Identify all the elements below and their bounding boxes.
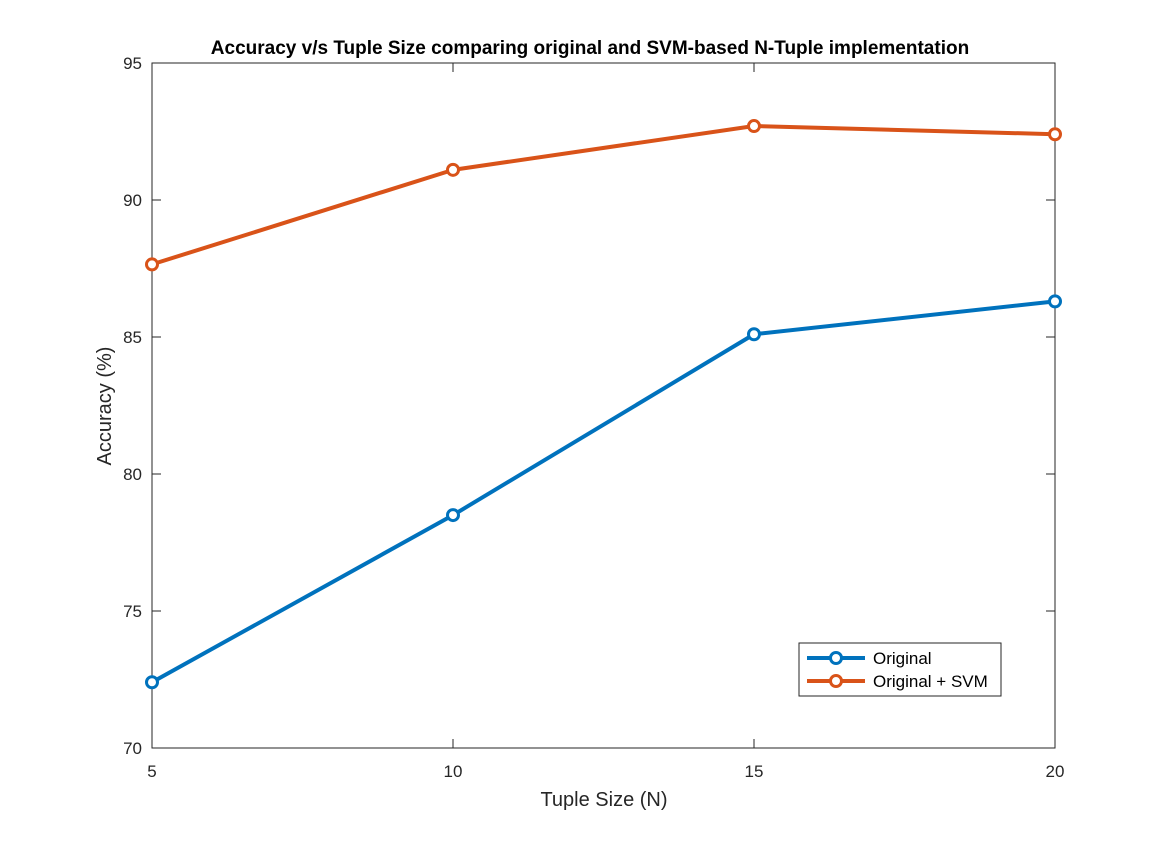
x-tick-label: 5 xyxy=(147,762,156,781)
chart-title: Accuracy v/s Tuple Size comparing origin… xyxy=(211,38,969,59)
series-layer xyxy=(145,119,1062,690)
data-point xyxy=(747,327,761,342)
x-tick-label: 15 xyxy=(745,762,764,781)
legend-marker xyxy=(829,674,843,688)
y-tick-label: 75 xyxy=(123,602,142,621)
data-point xyxy=(747,119,761,134)
x-axis-label: Tuple Size (N) xyxy=(540,789,667,811)
data-point xyxy=(1048,127,1062,142)
series-1 xyxy=(145,119,1062,272)
data-point xyxy=(1048,294,1062,309)
legend-box xyxy=(798,642,1002,697)
data-point xyxy=(145,257,159,272)
data-point xyxy=(145,675,159,690)
data-point xyxy=(446,162,460,177)
x-tick-label: 20 xyxy=(1046,762,1065,781)
series-line xyxy=(151,124,1056,267)
y-tick-label: 70 xyxy=(123,739,142,758)
legend-item: Original + SVM xyxy=(807,672,988,691)
y-tick-label: 85 xyxy=(123,328,142,347)
legend-item: Original xyxy=(807,649,932,668)
legend-label: Original xyxy=(873,649,932,668)
y-axis-tick-labels: 70 75 80 85 90 95 xyxy=(123,54,142,758)
y-tick-label: 95 xyxy=(123,54,142,73)
series-line xyxy=(151,299,1056,684)
legend-label: Original + SVM xyxy=(873,672,988,691)
x-axis-tick-labels: 5 10 15 20 xyxy=(147,762,1064,781)
x-tick-label: 10 xyxy=(444,762,463,781)
legend-marker xyxy=(829,651,843,665)
legend: Original Original + SVM xyxy=(798,642,1002,697)
series-0 xyxy=(145,294,1062,690)
y-tick-label: 80 xyxy=(123,465,142,484)
plot-area xyxy=(151,62,1056,749)
data-point xyxy=(446,508,460,523)
y-tick-label: 90 xyxy=(123,191,142,210)
y-axis-label: Accuracy (%) xyxy=(94,347,116,466)
axis-ticks xyxy=(151,62,1056,749)
